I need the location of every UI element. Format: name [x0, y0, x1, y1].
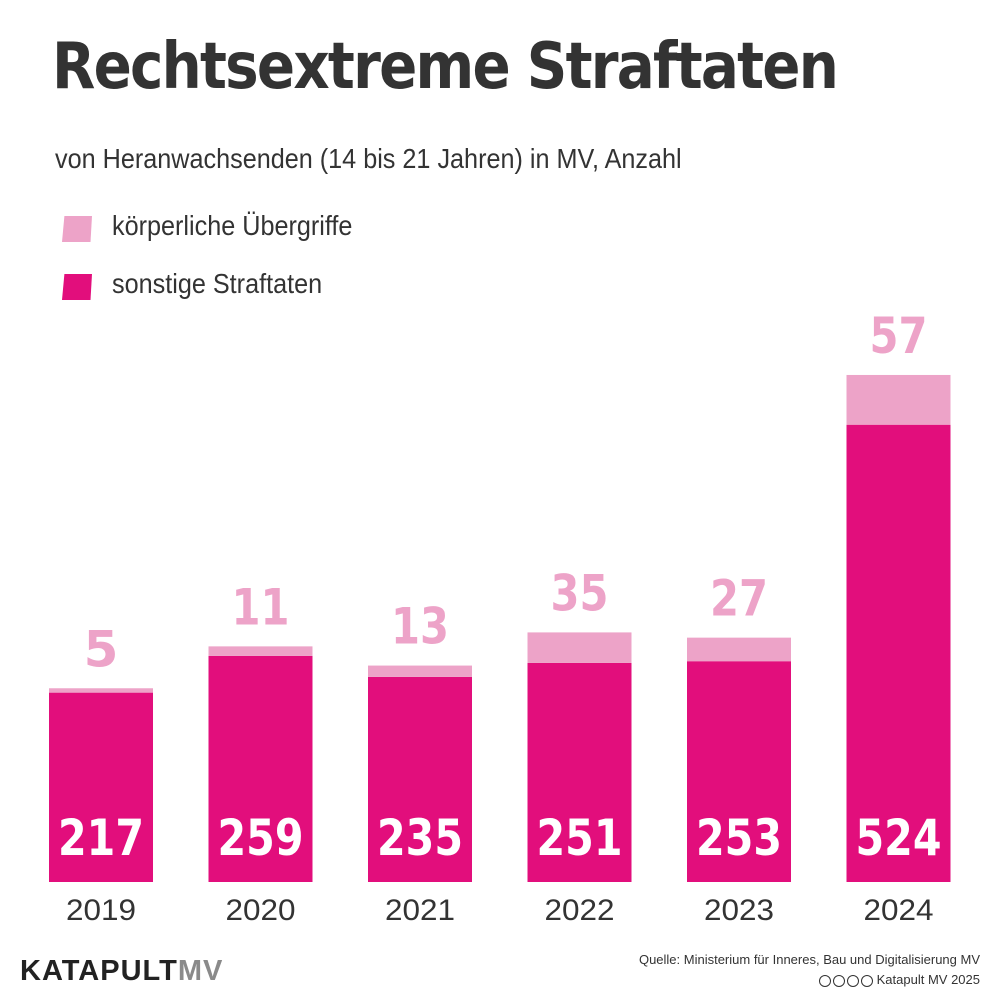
- value-label-sonstige-2022: 251: [537, 809, 623, 867]
- bar-sonstige-2020: [208, 655, 313, 882]
- copyright-text: Katapult MV 2025: [876, 972, 980, 987]
- value-label-koerperliche-2022: 35: [551, 564, 609, 622]
- bar-koerperliche-2021: [368, 665, 472, 677]
- chart-title: Rechtsextreme Straftaten: [52, 30, 839, 104]
- bar-koerperliche-2023: [687, 637, 791, 662]
- source-text: Quelle: Ministerium für Inneres, Bau und…: [638, 952, 980, 967]
- value-label-sonstige-2024: 524: [856, 809, 942, 867]
- bar-sonstige-2019: [49, 692, 153, 882]
- katapult-logo: KATAPULTMV: [20, 955, 223, 988]
- value-label-sonstige-2021: 235: [377, 809, 463, 867]
- bar-sonstige-2024: [846, 424, 951, 882]
- legend-swatch-sonstige: [62, 274, 92, 300]
- x-tick-label-2022: 2022: [545, 894, 615, 927]
- bar-sonstige-2023: [687, 661, 791, 882]
- value-label-sonstige-2023: 253: [696, 809, 782, 867]
- value-label-koerperliche-2019: 5: [84, 620, 119, 678]
- value-label-koerperliche-2021: 13: [391, 598, 449, 656]
- chart-subtitle: von Heranwachsenden (14 bis 21 Jahren) i…: [55, 143, 682, 174]
- copyright-line: Katapult MV 2025: [639, 970, 980, 990]
- cc-nc-icon: [846, 974, 859, 987]
- x-tick-label-2021: 2021: [385, 894, 455, 927]
- source-credit: Quelle: Ministerium für Inneres, Bau und…: [639, 950, 980, 990]
- value-label-koerperliche-2023: 27: [710, 570, 768, 628]
- value-label-sonstige-2020: 259: [218, 809, 304, 867]
- bar-sonstige-2021: [368, 676, 472, 882]
- cc-icon: [818, 974, 831, 987]
- bar-koerperliche-2024: [846, 374, 951, 425]
- logo-main: KATAPULT: [20, 955, 178, 987]
- bar-koerperliche-2022: [527, 632, 632, 663]
- bar-koerperliche-2019: [49, 688, 153, 693]
- cc-nd-icon: [860, 974, 873, 987]
- x-tick-label-2024: 2024: [864, 894, 934, 927]
- legend-label-koerperliche: körperliche Übergriffe: [112, 210, 353, 241]
- cc-license-icons: [817, 970, 873, 990]
- value-label-koerperliche-2024: 57: [870, 307, 928, 365]
- cc-by-icon: [832, 974, 845, 987]
- legend-swatch-koerperliche: [62, 216, 92, 242]
- value-label-koerperliche-2020: 11: [232, 578, 290, 636]
- bar-sonstige-2022: [527, 662, 632, 882]
- logo-suffix: MV: [177, 955, 224, 987]
- x-tick-label-2023: 2023: [704, 894, 774, 927]
- bar-koerperliche-2020: [208, 646, 313, 656]
- legend-label-sonstige: sonstige Straftaten: [112, 268, 323, 299]
- x-tick-label-2020: 2020: [226, 894, 296, 927]
- value-label-sonstige-2019: 217: [58, 809, 144, 867]
- x-tick-label-2019: 2019: [66, 894, 136, 927]
